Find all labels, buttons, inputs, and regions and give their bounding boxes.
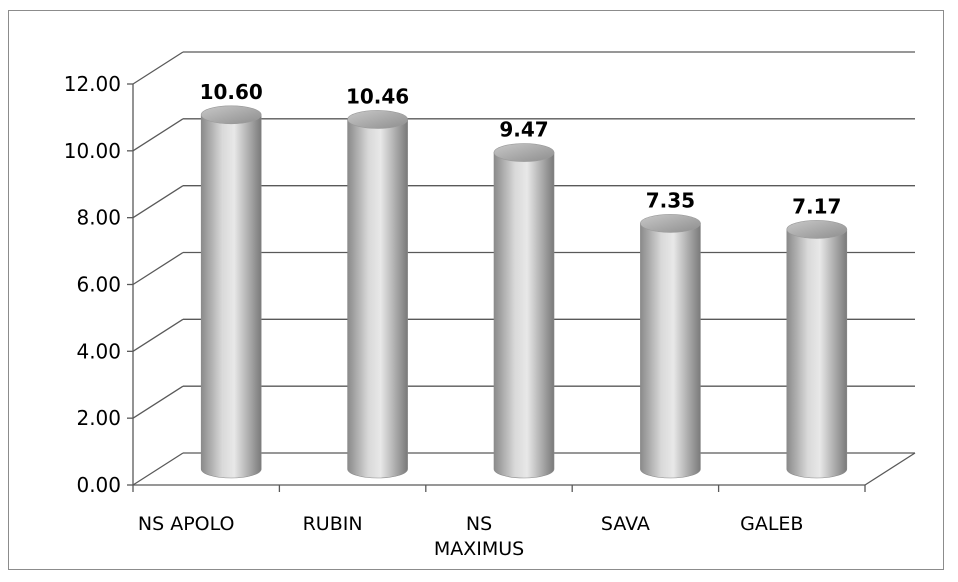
x-category-label: MAXIMUS	[434, 538, 524, 560]
x-category-label: SAVA	[601, 513, 650, 535]
floor-edge	[864, 452, 916, 486]
bar-body	[200, 114, 262, 479]
bar	[640, 214, 701, 479]
x-category-label: NS	[466, 513, 492, 535]
y-tick-label: 0.00	[76, 473, 121, 497]
y-tick-label: 2.00	[76, 406, 121, 430]
data-label: 7.35	[646, 188, 695, 212]
y-tick-label: 10.00	[64, 139, 121, 163]
y-tick-label: 8.00	[76, 206, 121, 230]
bar-top	[786, 220, 848, 239]
bar	[493, 143, 555, 479]
grid-diagonal	[132, 185, 184, 219]
bar-top	[200, 105, 262, 125]
grid-diagonal	[132, 385, 184, 419]
y-tick-label: 6.00	[76, 273, 121, 297]
bar	[786, 220, 848, 479]
y-tick-label: 12.00	[64, 72, 121, 96]
bar-body	[493, 152, 555, 479]
data-label: 7.17	[792, 194, 841, 218]
bar-body	[347, 119, 408, 479]
bar	[200, 105, 262, 479]
grid-diagonal	[132, 452, 184, 486]
bar-body	[786, 229, 848, 479]
grid-diagonal	[132, 51, 184, 85]
bar-top	[347, 110, 408, 129]
bar	[347, 110, 408, 479]
data-label: 10.46	[346, 84, 409, 108]
grid-diagonal	[132, 318, 184, 352]
axes	[127, 83, 916, 492]
bar-top	[640, 214, 701, 233]
y-tick-label: 4.00	[76, 339, 121, 363]
bar-top	[493, 143, 555, 162]
data-label: 10.60	[200, 80, 263, 104]
labels: 0.00 2.00 4.00 6.00 8.00 10.00 12.00 10.60 10.46…	[64, 72, 842, 560]
x-category-label: GALEB	[740, 513, 803, 535]
grid-diagonal	[132, 118, 184, 152]
grid-diagonal	[132, 251, 184, 286]
x-category-label: NS APOLO	[138, 513, 235, 535]
bars	[200, 105, 848, 479]
bar-body	[640, 223, 701, 479]
x-category-label: RUBIN	[303, 513, 363, 535]
data-label: 9.47	[499, 118, 548, 142]
